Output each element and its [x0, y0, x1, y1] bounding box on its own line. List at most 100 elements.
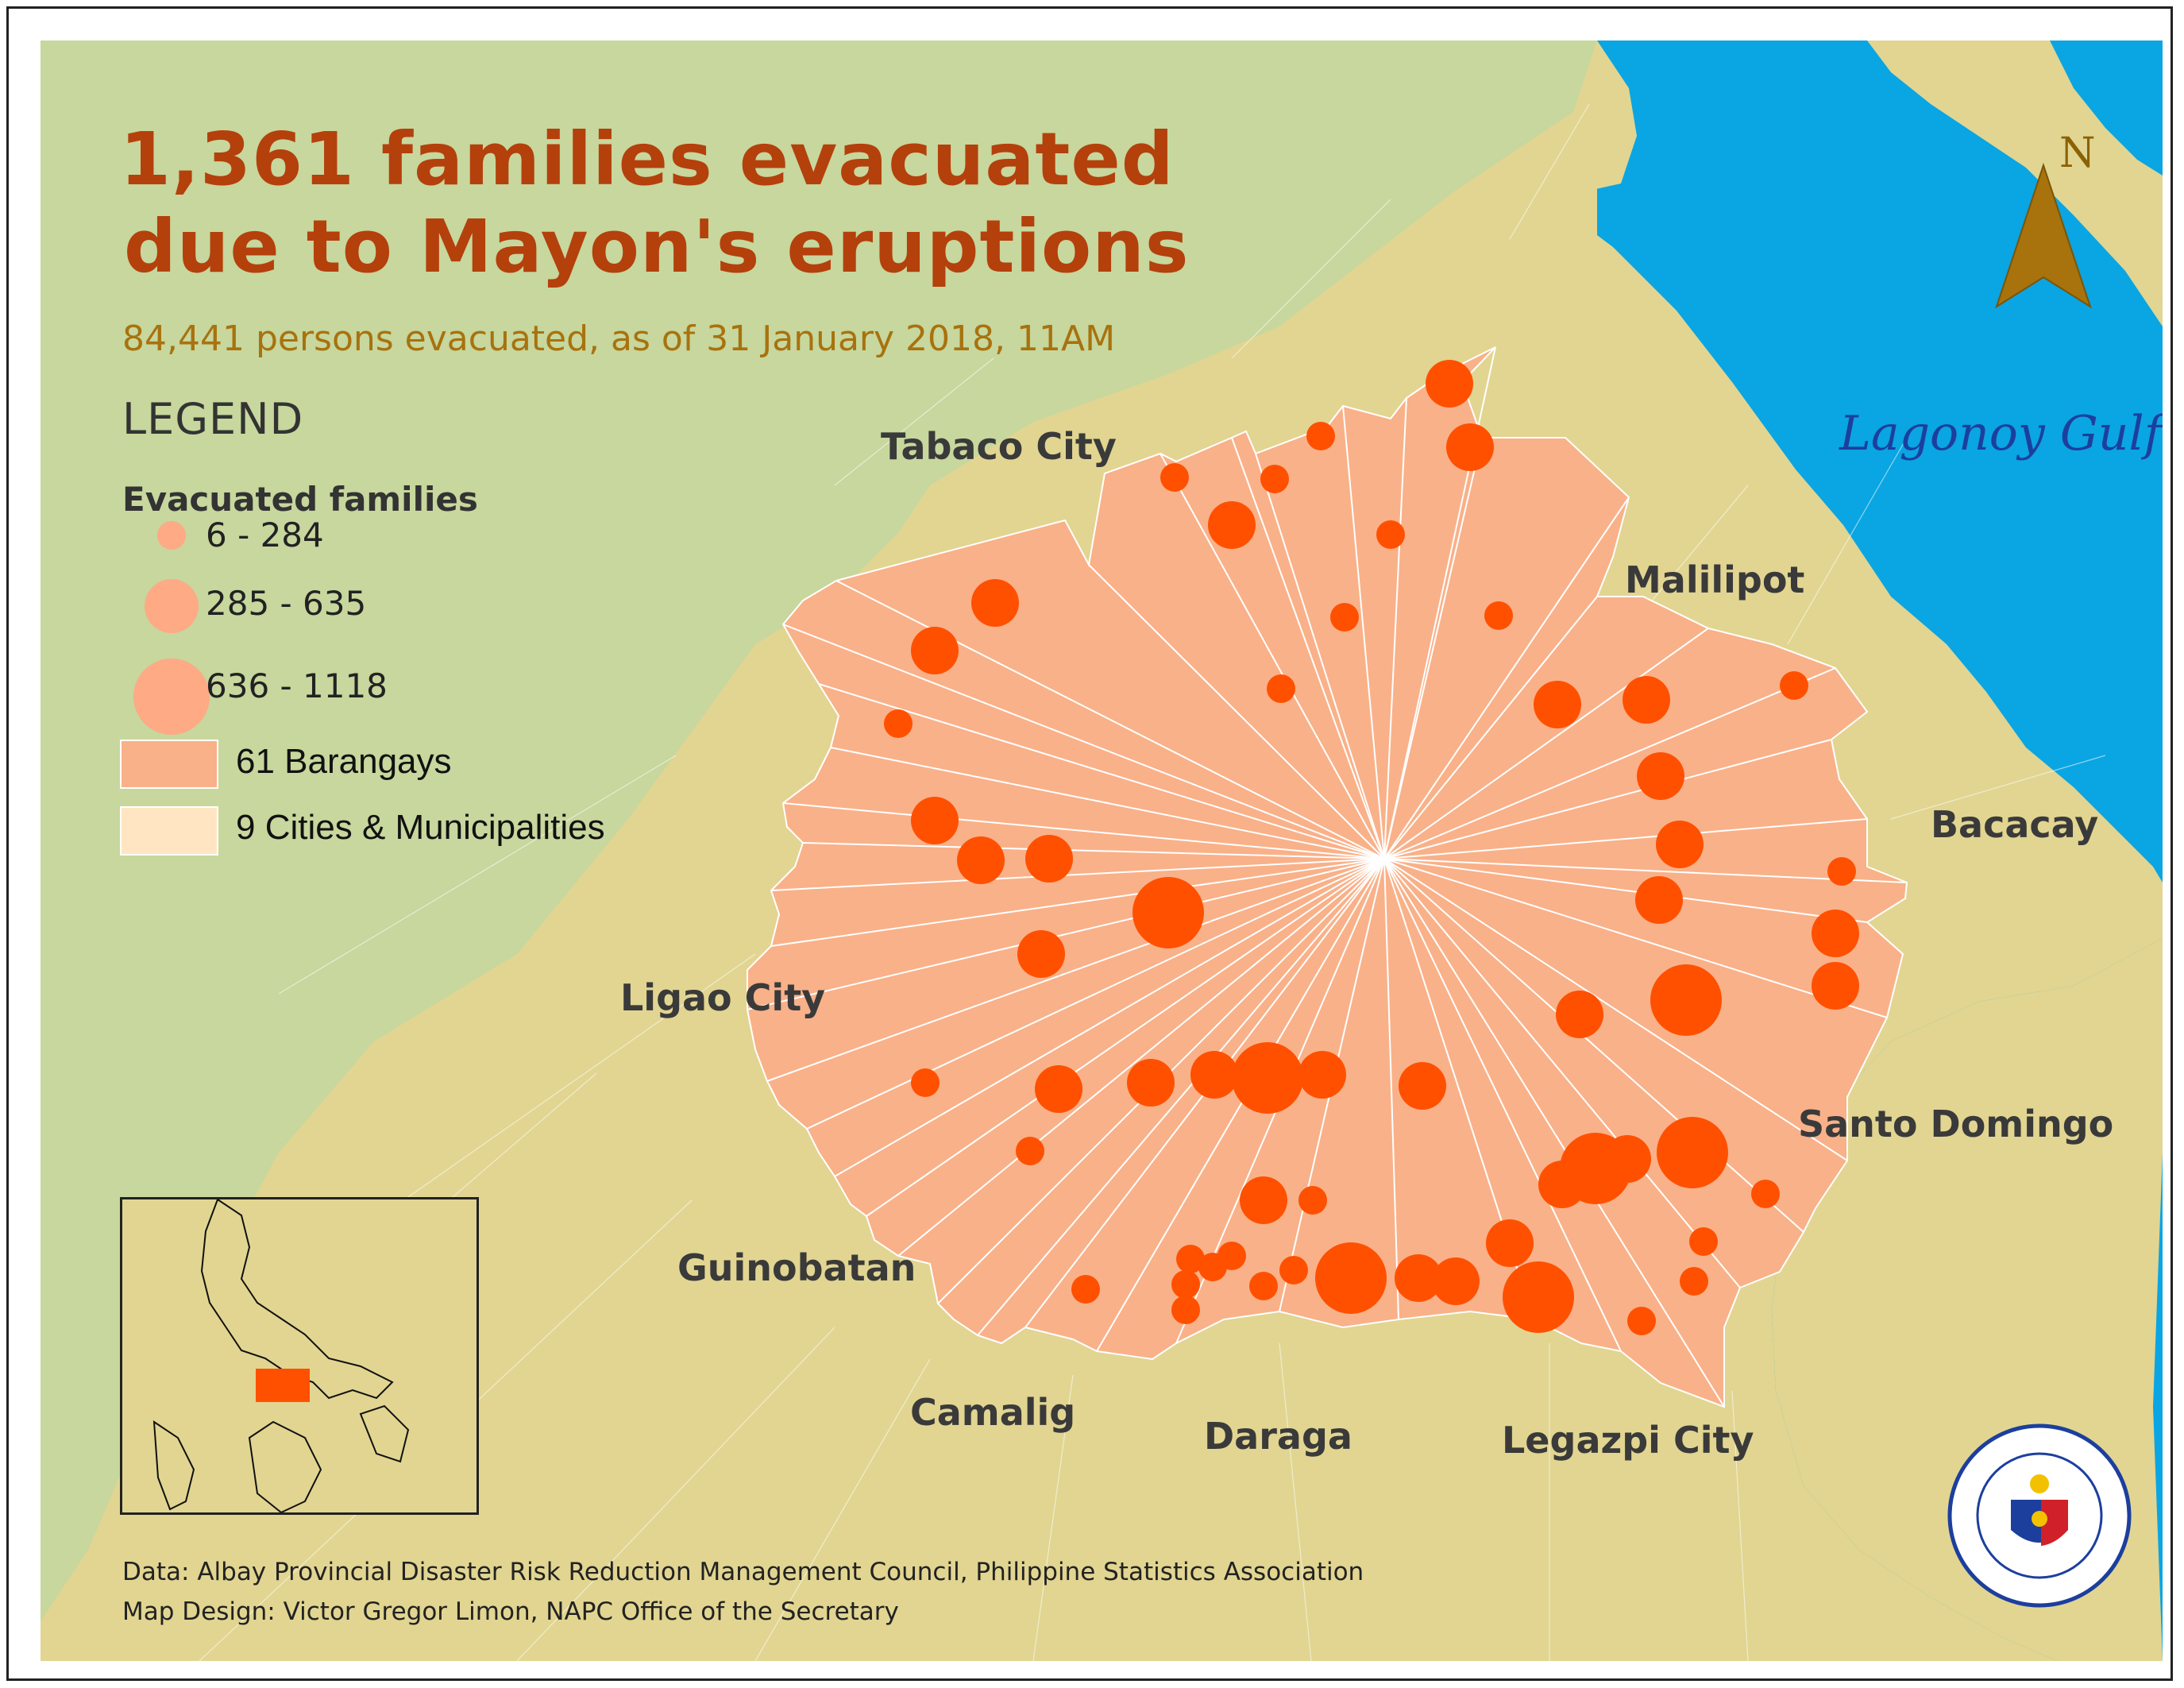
evacuation-bubble [971, 579, 1019, 627]
evacuation-bubble [1432, 1257, 1480, 1305]
evacuation-bubble [1827, 857, 1856, 886]
evacuation-bubble [1127, 1059, 1175, 1107]
barangay-boundary [977, 858, 1385, 1336]
barangay-boundary [782, 802, 1385, 859]
base-map [41, 41, 2163, 1661]
barangay-boundary [1383, 818, 1868, 859]
barangay-boundary [1383, 858, 1888, 1018]
evacuation-bubble [884, 709, 913, 738]
barangay-boundary [834, 858, 1385, 1177]
evacuation-bubble [911, 627, 959, 674]
barangay-boundary [1383, 858, 1804, 1233]
evacuation-bubble [1176, 1245, 1205, 1273]
municipal-boundary-line [357, 953, 756, 1233]
legend-swatch-municipalities [120, 806, 218, 856]
legend-class-small-label: 6 - 284 [206, 516, 324, 554]
barangay-boundary [1383, 667, 1836, 859]
place-label-ligao: Ligao City [620, 976, 826, 1019]
place-label-malilipot: Malilipot [1625, 558, 1805, 601]
evacuation-bubble [1016, 1137, 1044, 1165]
legend-class-medium-label: 285 - 635 [206, 584, 367, 623]
evacuation-bubble [1232, 1042, 1303, 1114]
evacuation-bubble [1426, 360, 1473, 408]
evacuation-bubble [1534, 681, 1581, 728]
barangay-boundary [1383, 596, 1598, 859]
evacuation-bubble [1656, 821, 1704, 868]
evacuation-bubble [1133, 877, 1204, 948]
barangay-boundary [1160, 453, 1385, 859]
barangay-boundary [1383, 858, 1622, 1352]
upland-area [41, 41, 1597, 1621]
legend-class-large-label: 636 - 1118 [206, 666, 388, 705]
map-title-line-1: 1,361 families evacuated [120, 117, 1175, 202]
barangay-boundary [1383, 496, 1630, 859]
barangay-boundary [1383, 739, 1832, 859]
evacuation-bubble [1306, 422, 1335, 450]
legend-bubble-large [133, 659, 210, 735]
sea-east [2153, 1153, 2163, 1661]
municipal-boundary-line [1787, 437, 1908, 645]
place-label-tabaco: Tabaco City [881, 425, 1117, 468]
legend-bubble-small [157, 521, 186, 550]
evacuation-bubble [1812, 962, 1859, 1010]
land-north-peninsula [1867, 41, 2163, 303]
barangay-boundary [1096, 858, 1385, 1352]
evacuation-bubble [1650, 964, 1722, 1036]
barangay-boundary [747, 858, 1385, 1010]
map-subtitle: 84,441 persons evacuated, as of 31 Janua… [122, 319, 1116, 359]
evacuation-bubble [1249, 1272, 1278, 1300]
evacuation-bubble [1315, 1242, 1387, 1314]
place-label-daraga: Daraga [1204, 1415, 1352, 1458]
legend-size-title: Evacuated families [122, 480, 478, 519]
barangay-boundary [1088, 564, 1385, 859]
place-label-lagonoy-gulf: Lagonoy Gulf [1839, 406, 2162, 462]
evacuation-bubble [1208, 501, 1256, 549]
legend-swatch-barangays-label: 61 Barangays [236, 742, 452, 781]
evacuation-bubble [1446, 423, 1494, 471]
evacuation-bubble [1376, 520, 1405, 549]
barangay-boundary [806, 858, 1385, 1130]
barangay-boundary [1342, 405, 1385, 859]
barangay-boundary [1231, 437, 1385, 859]
evacuation-bubble [1298, 1186, 1327, 1215]
map-title-line-2: due to Mayon's eruptions [124, 204, 1190, 289]
legend-heading: LEGEND [122, 394, 304, 444]
municipal-boundary-line [278, 755, 677, 995]
evacuation-bubble [1484, 601, 1513, 630]
barangay-boundary [1383, 858, 1848, 1161]
evacuation-bubble [1171, 1270, 1200, 1299]
evacuation-bubble [1190, 1051, 1238, 1099]
evacuation-bubble [1657, 1117, 1728, 1188]
evacuation-bubble [1680, 1267, 1708, 1296]
evacuation-bubble [1556, 991, 1603, 1038]
evacuation-bubble [1689, 1227, 1718, 1256]
north-label: N [2059, 129, 2096, 177]
place-label-legazpi: Legazpi City [1502, 1419, 1754, 1462]
municipal-boundary-line [754, 1358, 931, 1661]
evacuation-bubble [1486, 1219, 1534, 1267]
barangay-boundary [1383, 858, 1908, 883]
evacuation-bubble [1160, 463, 1189, 492]
barangay-boundary [1383, 397, 1407, 859]
evacuation-bubble [1780, 671, 1808, 700]
municipal-boundary-line [516, 1327, 835, 1661]
municipal-boundary-line [834, 357, 994, 486]
barangay-boundary [897, 858, 1385, 1257]
evacuation-bubble [1035, 1065, 1082, 1113]
evacuation-bubble [1503, 1261, 1574, 1333]
evacuation-bubble [1279, 1256, 1308, 1284]
evacuation-bubble [1071, 1275, 1100, 1304]
barangay-boundary [1383, 628, 1709, 859]
place-label-santo-domingo: Santo Domingo [1798, 1103, 2114, 1145]
evacuation-bubble [1171, 1296, 1200, 1324]
map-panel: 1,361 families evacuated due to Mayon's … [41, 41, 2163, 1661]
credit-map-design: Map Design: Victor Gregor Limon, NAPC Of… [122, 1597, 899, 1626]
evacuation-bubble [911, 797, 959, 844]
place-label-guinobatan: Guinobatan [677, 1246, 916, 1289]
place-label-camalig: Camalig [910, 1391, 1076, 1434]
map-frame: 1,361 families evacuated due to Mayon's … [6, 6, 2173, 1681]
barangay-boundary [770, 858, 1385, 947]
evacuation-bubble [1298, 1051, 1346, 1099]
evacuation-bubble [1623, 676, 1670, 724]
barangay-boundary [830, 747, 1385, 859]
